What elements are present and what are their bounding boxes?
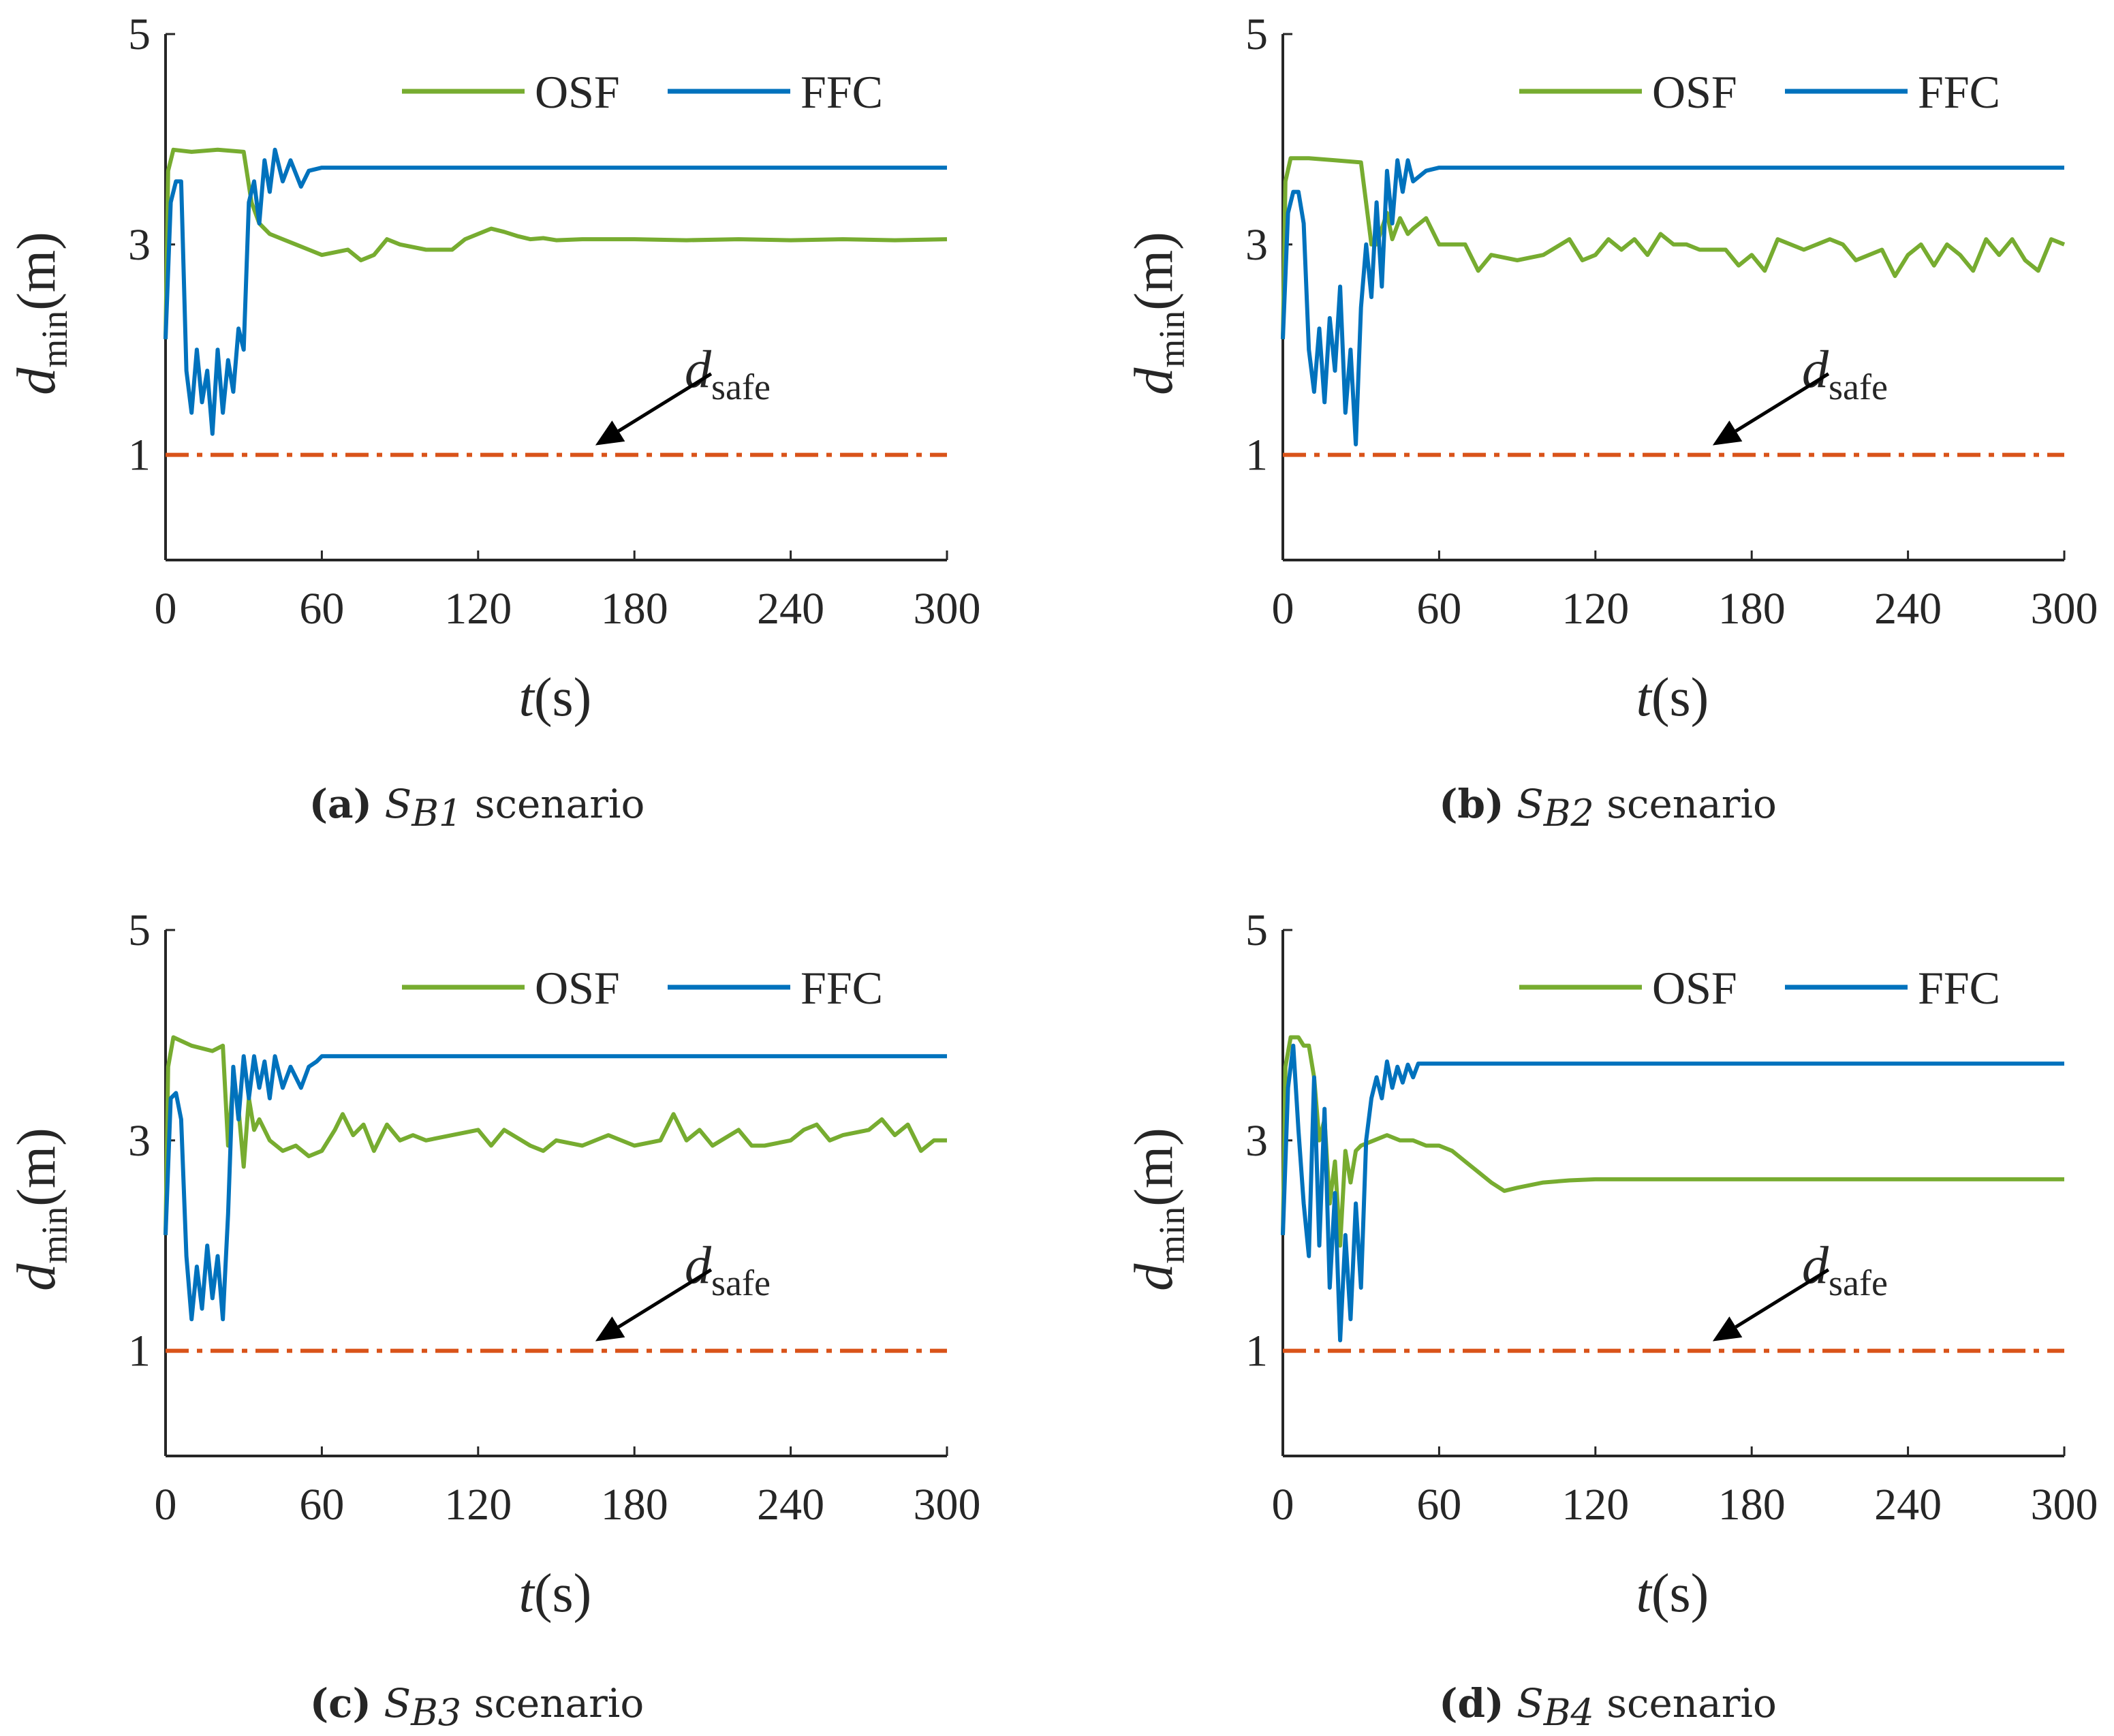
dsafe-annotation: dsafe [1712,339,1888,446]
panel-caption: (a) SB1 scenario [309,781,645,835]
y-tick-label: 1 [128,431,151,480]
x-tick-labels: 0 60 120 180 240 300 [1272,551,2098,634]
dsafe-arrow [617,372,713,433]
y-axis-label: dmin(m) [7,1128,75,1291]
y-tick-label: 3 [128,220,151,270]
x-tick-label: 300 [2031,584,2098,634]
dsafe-arrowhead [1712,420,1743,446]
y-tick-label: 3 [1245,220,1268,270]
series-line-osf [164,1035,947,1235]
legend-osf-label: OSF [1652,962,1737,1014]
panel-caption: (c) SB3 scenario [310,1680,644,1734]
x-axis-label: t(s) [1636,668,1709,728]
dsafe-arrow [1735,372,1830,433]
x-tick-label: 120 [1561,584,1629,634]
y-axis-label: dmin(m) [1124,232,1192,395]
plot-area [1281,156,2066,457]
x-tick-labels: 0 60 120 180 240 300 [1272,1446,2098,1530]
y-axis-label: dmin(m) [7,232,75,395]
x-tick-label: 180 [601,584,668,634]
x-tick-label: 60 [299,1480,344,1530]
legend: OSF FFC [1519,962,2000,1014]
y-tick-label: 3 [128,1116,151,1166]
dsafe-annotation: dsafe [1712,1235,1888,1342]
x-tick-label: 300 [914,584,981,634]
series-line-ffc [1281,158,2064,447]
x-tick-label: 60 [1416,1480,1461,1530]
dsafe-annotation: dsafe [595,1235,771,1342]
x-tick-label: 240 [757,1480,824,1530]
plot-area [1281,1035,2064,1353]
y-axis-label: dmin(m) [1124,1128,1192,1291]
y-tick-label: 1 [128,1327,151,1376]
dsafe-arrow [1735,1268,1830,1329]
x-tick-label: 60 [1416,584,1461,634]
x-axis-label: t(s) [519,668,592,728]
x-tick-label: 0 [155,584,177,634]
dsafe-arrowhead [595,420,625,446]
legend-osf-label: OSF [535,962,620,1014]
x-tick-label: 180 [601,1480,668,1530]
panel-c: 0 60 120 180 240 300 1 3 5 OSF FFC dsafe dmin(m… [7,905,981,1734]
x-tick-label: 120 [1561,1480,1629,1530]
dsafe-arrow [617,1268,713,1329]
dsafe-label: dsafe [1802,339,1888,407]
panel-caption: (d) SB4 scenario [1439,1680,1777,1734]
x-tick-label: 240 [1874,1480,1942,1530]
legend-ffc-label: FFC [800,962,883,1014]
x-tick-label: 0 [1272,584,1294,634]
legend-ffc-label: FFC [1918,66,2000,118]
x-tick-label: 120 [444,584,512,634]
x-tick-labels: 0 60 120 180 240 300 [155,1446,981,1530]
x-axis-label: t(s) [1636,1564,1709,1624]
legend: OSF FFC [402,66,883,118]
x-tick-label: 120 [444,1480,512,1530]
legend: OSF FFC [1519,66,2000,118]
plot-area [164,147,948,457]
series-line-osf [1281,156,2066,339]
y-tick-label: 1 [1245,1327,1268,1376]
dsafe-annotation: dsafe [595,339,771,446]
plot-area [164,1035,947,1353]
panel-a: 0 60 120 180 240 300 1 3 5 OSF FFC dsafe dmin(m… [7,10,981,835]
x-tick-label: 240 [757,584,824,634]
y-tick-label: 5 [1245,10,1268,59]
series-line-osf [1281,1035,2064,1248]
panel-d: 0 60 120 180 240 300 1 3 5 OSF FFC dsafe dmin(m… [1124,905,2098,1734]
legend: OSF FFC [402,962,883,1014]
series-line-ffc [164,1054,947,1322]
legend-osf-label: OSF [535,66,620,118]
x-tick-label: 300 [2031,1480,2098,1530]
legend-ffc-label: FFC [800,66,883,118]
x-axis-label: t(s) [519,1564,592,1624]
y-tick-label: 1 [1245,431,1268,480]
dsafe-arrowhead [595,1316,625,1342]
x-tick-label: 0 [155,1480,177,1530]
dsafe-label: dsafe [685,1235,771,1303]
x-tick-labels: 0 60 120 180 240 300 [155,551,981,634]
dsafe-arrowhead [1712,1316,1743,1342]
panel-b: 0 60 120 180 240 300 1 3 5 OSF FFC dsafe dmin(m… [1124,10,2098,835]
x-tick-label: 300 [914,1480,981,1530]
x-tick-label: 0 [1272,1480,1294,1530]
series-line-ffc [1281,1043,2064,1343]
x-tick-label: 60 [299,584,344,634]
y-tick-labels: 1 3 5 [128,905,175,1376]
panel-caption: (b) SB2 scenario [1439,781,1777,835]
y-tick-label: 5 [128,10,151,59]
x-tick-label: 180 [1718,1480,1786,1530]
x-tick-label: 240 [1874,584,1942,634]
y-tick-labels: 1 3 5 [1245,10,1292,480]
dsafe-label: dsafe [1802,1235,1888,1303]
x-tick-label: 180 [1718,584,1786,634]
legend-osf-label: OSF [1652,66,1737,118]
dsafe-label: dsafe [685,339,771,407]
series-line-ffc [164,147,947,436]
y-tick-labels: 1 3 5 [1245,905,1292,1376]
y-tick-label: 5 [1245,905,1268,955]
y-tick-label: 3 [1245,1116,1268,1166]
y-tick-label: 5 [128,905,151,955]
legend-ffc-label: FFC [1918,962,2000,1014]
